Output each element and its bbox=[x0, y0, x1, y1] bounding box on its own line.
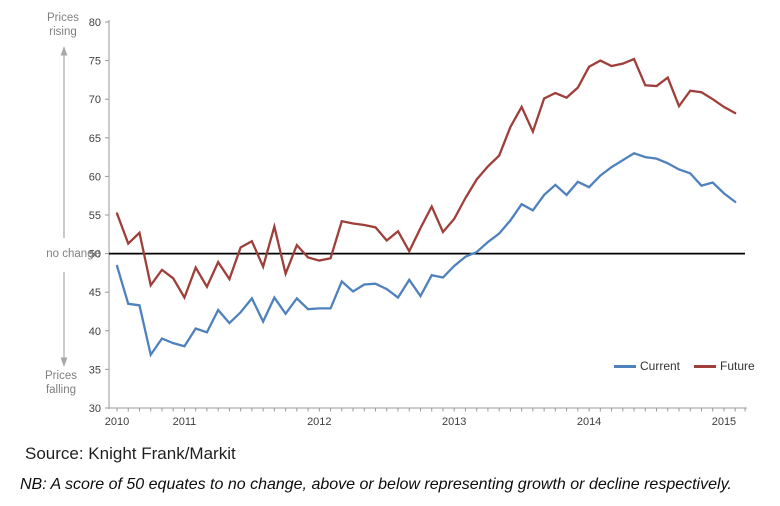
chart-generated-content: 30 35 40 45 50 55 60 65 70 75 80 2010 2011 2012 2013 20… bbox=[89, 17, 747, 428]
y-tick-label: 70 bbox=[89, 94, 101, 106]
y-tick-label: 30 bbox=[89, 403, 101, 415]
y-tick-label: 65 bbox=[89, 133, 101, 145]
x-tick-label: 2011 bbox=[173, 416, 197, 428]
current-line-swatch bbox=[614, 364, 636, 368]
legend-label-future: Future bbox=[720, 359, 755, 373]
prices-falling-arrow bbox=[60, 272, 68, 367]
legend-item-future: Future bbox=[694, 359, 755, 373]
series-line-future bbox=[115, 57, 737, 301]
x-tick-label: 2013 bbox=[442, 416, 466, 428]
y-tick-label: 45 bbox=[89, 287, 101, 299]
y-tick-label: 60 bbox=[89, 171, 101, 183]
no-change-label: no change bbox=[46, 248, 100, 260]
prices-rising-arrow bbox=[60, 46, 68, 238]
legend: Current Future bbox=[614, 359, 755, 373]
prices-falling-label: Prices falling bbox=[45, 370, 77, 396]
y-tick-label: 55 bbox=[89, 210, 101, 222]
x-tick-label: 2010 bbox=[105, 416, 129, 428]
y-tick-label: 35 bbox=[89, 364, 101, 376]
series-line-current bbox=[115, 151, 737, 358]
y-tick-label: 50 bbox=[89, 249, 101, 261]
prices-rising-label: Prices rising bbox=[47, 12, 79, 38]
y-tick-label: 80 bbox=[89, 17, 101, 29]
y-tick-label: 75 bbox=[89, 56, 101, 68]
x-tick-label: 2015 bbox=[712, 416, 736, 428]
nb-caption: NB: A score of 50 equates to no change, … bbox=[20, 476, 732, 493]
x-tick-label: 2012 bbox=[307, 416, 331, 428]
legend-label-current: Current bbox=[640, 359, 681, 373]
future-line-swatch bbox=[694, 364, 717, 368]
sentiment-line-chart: 30 35 40 45 50 55 60 65 70 75 80 2010 2011 2012 2013 20… bbox=[60, 17, 747, 428]
x-tick-label: 2014 bbox=[577, 416, 601, 428]
legend-item-current: Current bbox=[614, 359, 680, 373]
source-caption: Source: Knight Frank/Markit bbox=[25, 444, 236, 463]
y-tick-label: 40 bbox=[89, 326, 101, 338]
